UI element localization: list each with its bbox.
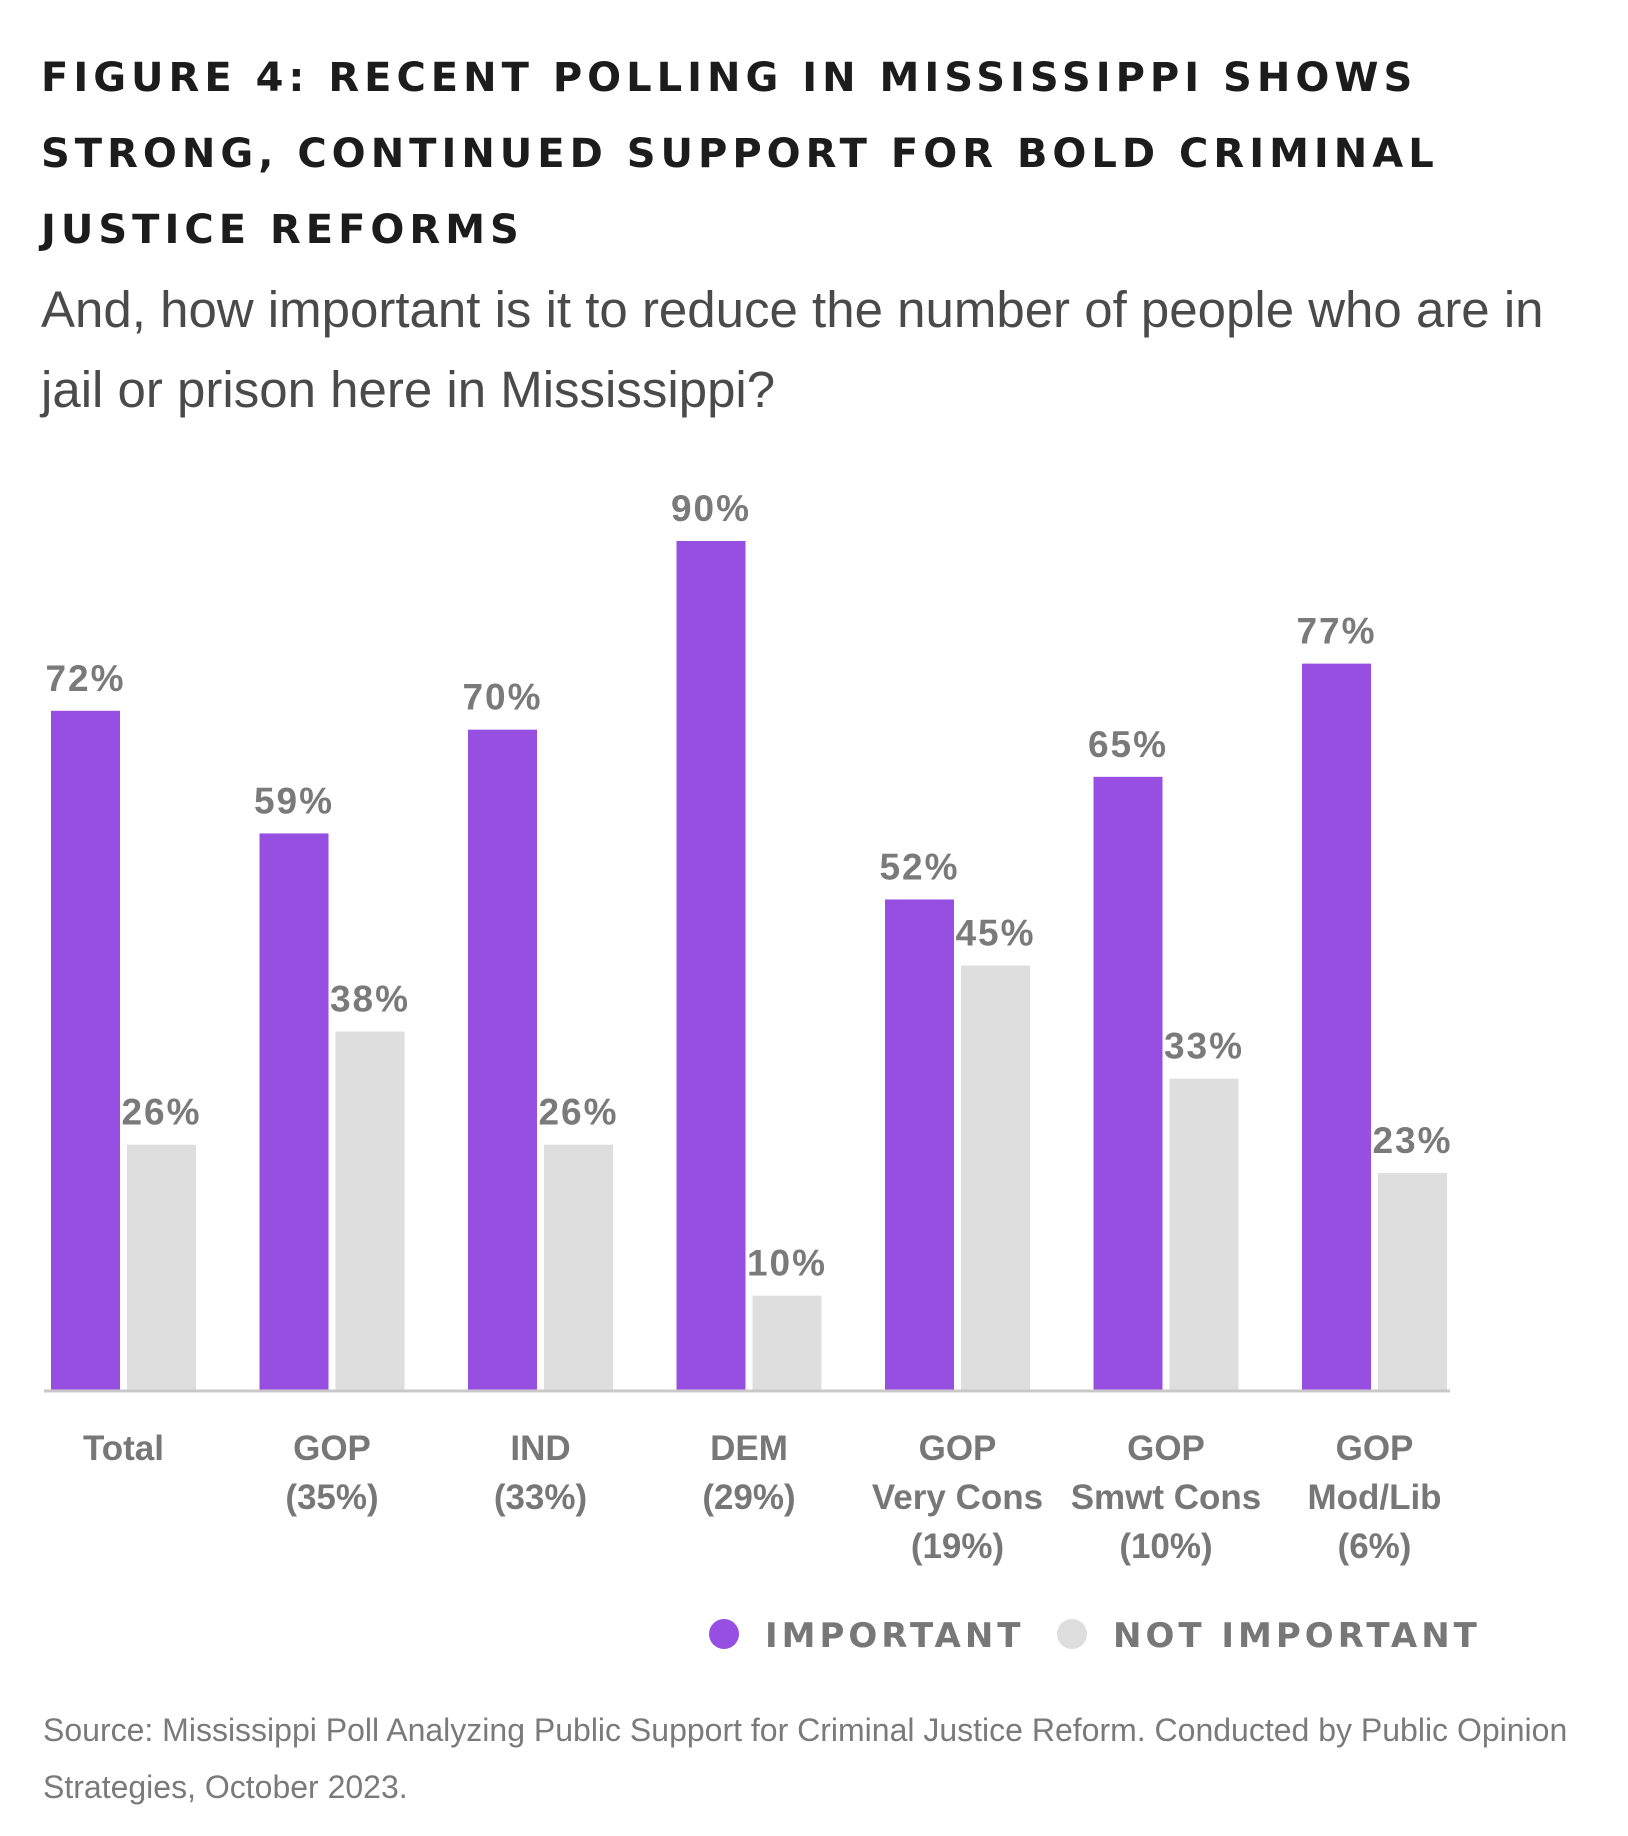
category-label: GOP [293, 1429, 371, 1468]
bar-not-important [1169, 1078, 1239, 1390]
legend-label: IMPORTANT [765, 1616, 1024, 1656]
data-label: 26% [538, 1092, 618, 1133]
category-label: Smwt Cons [1071, 1478, 1262, 1517]
data-label: 33% [1164, 1026, 1244, 1067]
bar-not-important [752, 1295, 822, 1390]
data-label: 26% [121, 1092, 201, 1133]
data-label: 77% [1296, 611, 1376, 652]
source-note: Source: Mississippi Poll Analyzing Publi… [43, 1712, 1568, 1805]
category-label: GOP [1127, 1429, 1205, 1468]
data-label: 23% [1372, 1120, 1452, 1161]
category-label: Very Cons [872, 1478, 1043, 1517]
bar-important [885, 899, 954, 1390]
category-label: IND [510, 1429, 570, 1468]
bar-important [676, 541, 746, 1390]
chart-subtitle: And, how important is it to reduce the n… [41, 281, 1544, 418]
data-label: 70% [462, 677, 542, 718]
category-label: GOP [1336, 1429, 1414, 1468]
bar-chart: 72% 26% Total 59% 38% GOP (35%) 70% 26% IND (33%) 9… [44, 488, 1481, 1656]
data-label: 90% [671, 488, 751, 529]
category-label: DEM [710, 1429, 788, 1468]
bar-not-important [1378, 1173, 1447, 1390]
bar-important [1302, 663, 1371, 1390]
legend-marker-important [709, 1619, 739, 1649]
data-label: 45% [955, 913, 1035, 954]
data-label: 72% [45, 658, 125, 699]
category-label: (6%) [1338, 1527, 1412, 1566]
legend-marker-not-important [1057, 1619, 1087, 1649]
category-label: (29%) [702, 1478, 795, 1517]
bar-not-important [127, 1144, 196, 1390]
bar-important [259, 833, 329, 1390]
data-label: 65% [1088, 724, 1168, 765]
bar-not-important [544, 1144, 613, 1390]
category-label: Mod/Lib [1307, 1478, 1441, 1517]
category-label: (35%) [285, 1478, 378, 1517]
data-label: 38% [330, 979, 410, 1020]
category-label: GOP [919, 1429, 997, 1468]
category-label: (33%) [494, 1478, 587, 1517]
legend-label: NOT IMPORTANT [1113, 1616, 1481, 1656]
bar-important [51, 710, 120, 1390]
bar-not-important [335, 1031, 405, 1390]
bar-not-important [961, 965, 1030, 1390]
category-label: (10%) [1119, 1527, 1212, 1566]
data-label: 10% [747, 1243, 827, 1284]
category-label: Total [83, 1429, 164, 1468]
chart-title: FIGURE 4: RECENT POLLING IN MISSISSIPPI … [41, 55, 1439, 253]
category-label: (19%) [911, 1527, 1004, 1566]
data-label: 52% [879, 846, 959, 887]
data-label: 59% [254, 780, 334, 821]
bar-important [468, 729, 537, 1390]
bar-important [1093, 776, 1163, 1390]
